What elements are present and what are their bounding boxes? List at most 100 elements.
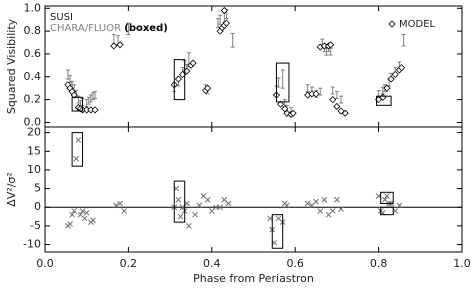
residual-point — [321, 196, 328, 203]
residual-point — [384, 193, 390, 199]
residual-point — [83, 209, 90, 216]
error-bar — [216, 18, 221, 29]
residual-point — [90, 217, 96, 224]
error-bar — [88, 94, 93, 103]
legend-text: CHARA/FLUOR — [50, 23, 121, 34]
legend-label: CHARA/FLUOR (boxed) — [50, 23, 168, 34]
residual-point — [81, 215, 88, 222]
error-bar — [305, 84, 310, 93]
y-tick-label: -10 — [23, 238, 41, 251]
model-point — [329, 96, 337, 104]
y-tick-label: 20 — [27, 126, 41, 139]
x-tick-label: 0.8 — [370, 257, 388, 270]
residual-point — [177, 213, 184, 220]
residual-point — [117, 200, 123, 207]
y-tick-label: 0 — [34, 200, 41, 213]
error-bar — [93, 91, 98, 99]
plot-frame — [44, 126, 463, 253]
y-tick-label: 15 — [27, 144, 41, 157]
residual-point — [317, 208, 324, 214]
chara-box — [376, 95, 392, 106]
model-point — [116, 41, 124, 49]
legend-marker — [388, 20, 396, 28]
error-bar — [230, 32, 235, 48]
model-point — [281, 105, 289, 113]
model-point — [189, 59, 197, 67]
y-tick-label: 0.2 — [24, 93, 42, 106]
y-tick-label: 5 — [34, 182, 41, 195]
error-bar — [334, 91, 339, 99]
model-point — [327, 41, 335, 49]
error-bar — [126, 22, 131, 36]
error-bar — [218, 14, 223, 25]
y-tick-label: 0.8 — [24, 24, 42, 37]
x-tick-label: 1.0 — [453, 257, 471, 270]
legend-label: MODEL — [399, 19, 436, 30]
y-tick-label: 0.6 — [24, 47, 42, 60]
residual-point — [396, 202, 403, 209]
residual-point — [192, 211, 198, 218]
error-bar — [330, 86, 335, 95]
residual-point — [113, 202, 119, 209]
model-point — [222, 19, 230, 27]
x-tick-label: 0.6 — [286, 257, 304, 270]
residual-point — [304, 200, 311, 207]
residual-point — [313, 198, 319, 205]
model-point — [397, 64, 406, 72]
y-tick-label: 1.0 — [24, 1, 42, 14]
residual-point — [284, 202, 290, 209]
model-point — [174, 75, 183, 83]
error-bar — [90, 92, 95, 101]
error-bar — [339, 95, 344, 104]
chara-box — [275, 62, 290, 103]
chara-box — [173, 59, 186, 101]
x-tick-label: 0.0 — [36, 257, 54, 270]
y-axis-label: ΔV²/σ² — [5, 172, 18, 207]
error-bar — [318, 87, 323, 96]
error-bar — [111, 34, 116, 45]
residual-point — [121, 208, 128, 214]
chara-box — [71, 132, 84, 167]
error-bar — [280, 69, 285, 89]
chara-box — [271, 214, 284, 249]
y-tick-label: 0.0 — [24, 115, 42, 128]
residual-point — [204, 196, 211, 203]
model-point — [277, 100, 285, 108]
model-point — [110, 42, 118, 50]
residual-point — [69, 211, 75, 218]
residual-point — [196, 202, 203, 209]
residual-point — [213, 204, 219, 211]
model-point — [283, 109, 291, 117]
model-point — [383, 84, 391, 92]
model-point — [289, 109, 297, 117]
model-point — [341, 109, 349, 117]
residual-point — [186, 223, 192, 229]
residual-point — [329, 208, 336, 214]
residual-point — [217, 204, 223, 211]
residual-point — [175, 196, 182, 203]
model-point — [387, 75, 395, 83]
x-tick-label: 0.2 — [120, 257, 138, 270]
chara-box — [380, 191, 394, 204]
y-tick-label: 0.4 — [24, 70, 42, 83]
residual-point — [67, 221, 73, 227]
error-bar — [276, 77, 281, 88]
error-bar — [401, 34, 406, 47]
model-point — [337, 107, 345, 115]
residual-point — [75, 137, 82, 143]
model-point — [391, 70, 399, 79]
y-tick-label: 10 — [27, 163, 41, 176]
chara-box — [173, 180, 186, 223]
model-point — [312, 90, 320, 98]
legend-label: SUSI — [50, 12, 73, 23]
residual-point — [71, 208, 78, 214]
residual-point — [334, 196, 340, 203]
error-bar — [86, 96, 91, 105]
y-tick-label: -5 — [30, 219, 41, 232]
model-point — [91, 106, 99, 114]
error-bar — [65, 69, 70, 80]
residual-point — [73, 155, 80, 162]
residual-point — [79, 208, 86, 214]
residual-point — [225, 200, 232, 207]
